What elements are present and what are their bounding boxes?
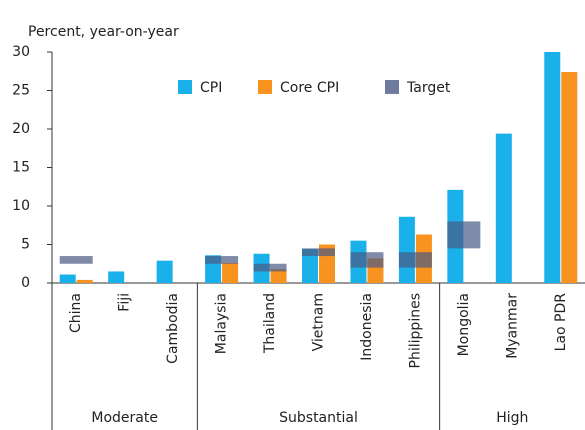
- target-band: [59, 256, 93, 264]
- bar: [108, 271, 125, 283]
- bar: [398, 216, 415, 283]
- bar: [156, 260, 173, 283]
- bar: [59, 274, 76, 283]
- bar: [76, 279, 93, 283]
- x-tick-label: Thailand: [262, 293, 278, 354]
- x-tick-label: Lao PDR: [553, 293, 569, 352]
- x-tick-label: Fiji: [117, 293, 133, 312]
- target-band: [398, 252, 432, 268]
- bar: [544, 52, 561, 283]
- bar: [222, 262, 239, 283]
- y-tick-label: 5: [21, 237, 30, 253]
- group-label: Moderate: [91, 410, 158, 426]
- y-tick-label: 0: [21, 275, 30, 291]
- x-tick-label: Cambodia: [165, 293, 181, 364]
- bar: [302, 249, 318, 283]
- y-axis-label: Percent, year-on-year: [28, 24, 179, 40]
- x-tick-label: Philippines: [407, 293, 423, 368]
- y-tick-label: 10: [12, 198, 30, 214]
- y-tick-label: 25: [12, 83, 30, 99]
- target-band: [302, 248, 335, 257]
- target-band: [350, 252, 384, 268]
- group-label: Substantial: [279, 410, 358, 426]
- legend-label: Target: [406, 80, 451, 96]
- legend-label: CPI: [200, 80, 222, 96]
- target-band: [253, 263, 287, 272]
- target-band: [447, 221, 481, 249]
- x-tick-label: Indonesia: [359, 293, 375, 361]
- x-tick-label: China: [68, 293, 84, 333]
- target-band: [205, 256, 239, 264]
- y-tick-label: 30: [12, 44, 30, 60]
- x-tick-label: Vietnam: [311, 293, 327, 351]
- bar: [495, 133, 512, 283]
- legend-swatch: [178, 80, 192, 94]
- bar: [270, 269, 287, 283]
- x-tick-label: Mongolia: [456, 293, 472, 356]
- bar: [561, 72, 578, 284]
- legend-swatch: [385, 80, 399, 94]
- group-label: High: [496, 410, 528, 426]
- legend-swatch: [258, 80, 272, 94]
- y-tick-label: 20: [12, 121, 30, 137]
- x-tick-label: Myanmar: [504, 293, 520, 359]
- y-tick-label: 15: [12, 160, 30, 176]
- legend-label: Core CPI: [280, 80, 339, 96]
- x-tick-label: Malaysia: [214, 293, 230, 354]
